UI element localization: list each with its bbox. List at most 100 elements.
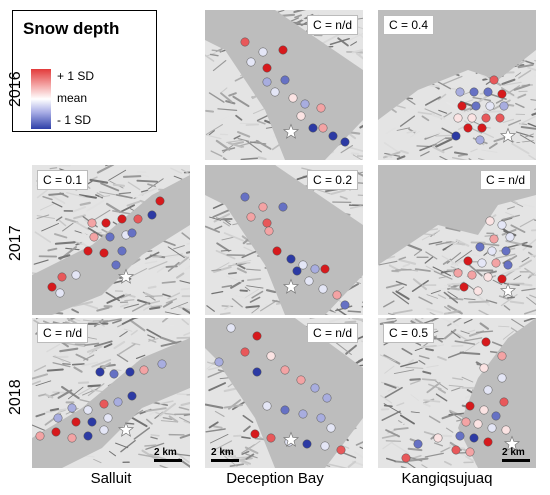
- hillshade-stroke: [518, 259, 532, 268]
- hillshade-stroke: [407, 447, 423, 452]
- snow-depth-point: [310, 383, 320, 393]
- snow-depth-point: [489, 75, 499, 85]
- hillshade-stroke: [396, 402, 405, 407]
- hillshade-stroke: [414, 318, 425, 325]
- snow-depth-point: [489, 234, 499, 244]
- hillshade-stroke: [503, 305, 511, 311]
- snow-depth-point: [83, 431, 93, 441]
- hillshade-stroke: [164, 311, 182, 315]
- hillshade-stroke: [122, 175, 142, 178]
- star-icon: [282, 431, 300, 447]
- hillshade-stroke: [118, 343, 136, 355]
- snow-depth-point: [117, 246, 127, 256]
- hillshade-stroke: [45, 393, 54, 399]
- hillshade-stroke: [418, 296, 433, 305]
- hillshade-stroke: [221, 236, 236, 241]
- snow-depth-point: [258, 202, 268, 212]
- snow-depth-point: [127, 228, 137, 238]
- hillshade-stroke: [428, 241, 443, 245]
- hillshade-stroke: [239, 289, 248, 292]
- hillshade-stroke: [525, 133, 534, 138]
- scale-bar-label: 2 km: [502, 447, 525, 458]
- snow-depth-point: [147, 210, 157, 220]
- hillshade-stroke: [400, 465, 408, 468]
- hillshade-stroke: [216, 242, 230, 252]
- hillshade-stroke: [147, 285, 157, 289]
- hillshade-stroke: [36, 214, 50, 220]
- correlation-badge: C = 0.1: [37, 170, 89, 190]
- snow-depth-point: [491, 258, 501, 268]
- snow-depth-point: [451, 445, 461, 455]
- hillshade-stroke: [131, 301, 150, 312]
- hillshade-stroke: [491, 341, 503, 347]
- snow-depth-point: [479, 363, 489, 373]
- hillshade-stroke: [446, 282, 465, 286]
- snow-depth-point: [139, 365, 149, 375]
- hillshade-stroke: [464, 337, 483, 342]
- hillshade-stroke: [264, 303, 276, 310]
- hillshade-stroke: [379, 320, 395, 325]
- snow-depth-point: [113, 397, 123, 407]
- snow-depth-point: [298, 260, 308, 270]
- hillshade-stroke: [423, 399, 441, 403]
- snow-depth-point: [459, 282, 469, 292]
- hillshade-stroke: [147, 178, 164, 190]
- hillshade-stroke: [384, 153, 393, 159]
- hillshade-stroke: [524, 309, 536, 315]
- hillshade-stroke: [469, 253, 488, 258]
- hillshade-stroke: [393, 427, 409, 431]
- hillshade-stroke: [530, 229, 536, 232]
- snow-depth-point: [95, 367, 105, 377]
- hillshade-stroke: [378, 260, 398, 266]
- snow-depth-point: [316, 413, 326, 423]
- map-graphic: [32, 165, 190, 315]
- map-graphic: [205, 10, 363, 160]
- hillshade-stroke: [448, 384, 464, 388]
- hillshade-stroke: [251, 307, 260, 314]
- hillshade-stroke: [383, 404, 393, 408]
- hillshade-stroke: [495, 253, 516, 259]
- hillshade-stroke: [233, 135, 241, 140]
- correlation-badge: C = n/d: [306, 15, 358, 35]
- hillshade-stroke: [211, 269, 222, 272]
- hillshade-stroke: [209, 433, 229, 444]
- snow-depth-point: [55, 288, 65, 298]
- hillshade-stroke: [232, 95, 250, 108]
- water-body: [205, 10, 363, 160]
- snow-depth-point: [278, 202, 288, 212]
- hillshade-stroke: [159, 464, 169, 468]
- hillshade-stroke: [111, 368, 122, 372]
- snow-depth-point: [89, 232, 99, 242]
- hillshade-stroke: [221, 449, 234, 455]
- snow-depth-point: [71, 270, 81, 280]
- map-panel-2018-kangiqsujuaq: C = 0.5 2 km: [378, 318, 536, 468]
- hillshade-stroke: [433, 270, 453, 280]
- hillshade-stroke: [221, 284, 233, 288]
- hillshade-stroke: [353, 451, 363, 459]
- hillshade-stroke: [437, 387, 447, 394]
- hillshade-stroke: [169, 255, 179, 258]
- hillshade-stroke: [48, 193, 66, 205]
- hillshade-stroke: [124, 299, 135, 302]
- snow-depth-point: [485, 216, 495, 226]
- hillshade-stroke: [407, 462, 416, 468]
- hillshade-stroke: [119, 331, 128, 338]
- hillshade-stroke: [498, 295, 509, 300]
- hillshade-stroke: [236, 267, 247, 274]
- hillshade-stroke: [257, 156, 267, 160]
- scale-bar-line: [154, 459, 182, 462]
- hillshade-stroke: [321, 33, 340, 45]
- hillshade-stroke: [48, 192, 65, 196]
- hillshade-stroke: [509, 300, 525, 305]
- hillshade-stroke: [265, 289, 277, 294]
- hillshade-stroke: [443, 328, 457, 340]
- snow-depth-point: [103, 413, 113, 423]
- snow-depth-point: [304, 276, 314, 286]
- snow-depth-point: [298, 409, 308, 419]
- snow-depth-point: [473, 419, 483, 429]
- hillshade-stroke: [213, 449, 230, 456]
- hillshade-stroke: [205, 403, 224, 409]
- hillshade-stroke: [349, 205, 362, 209]
- hillshade-stroke: [130, 329, 138, 336]
- hillshade-stroke: [386, 318, 396, 320]
